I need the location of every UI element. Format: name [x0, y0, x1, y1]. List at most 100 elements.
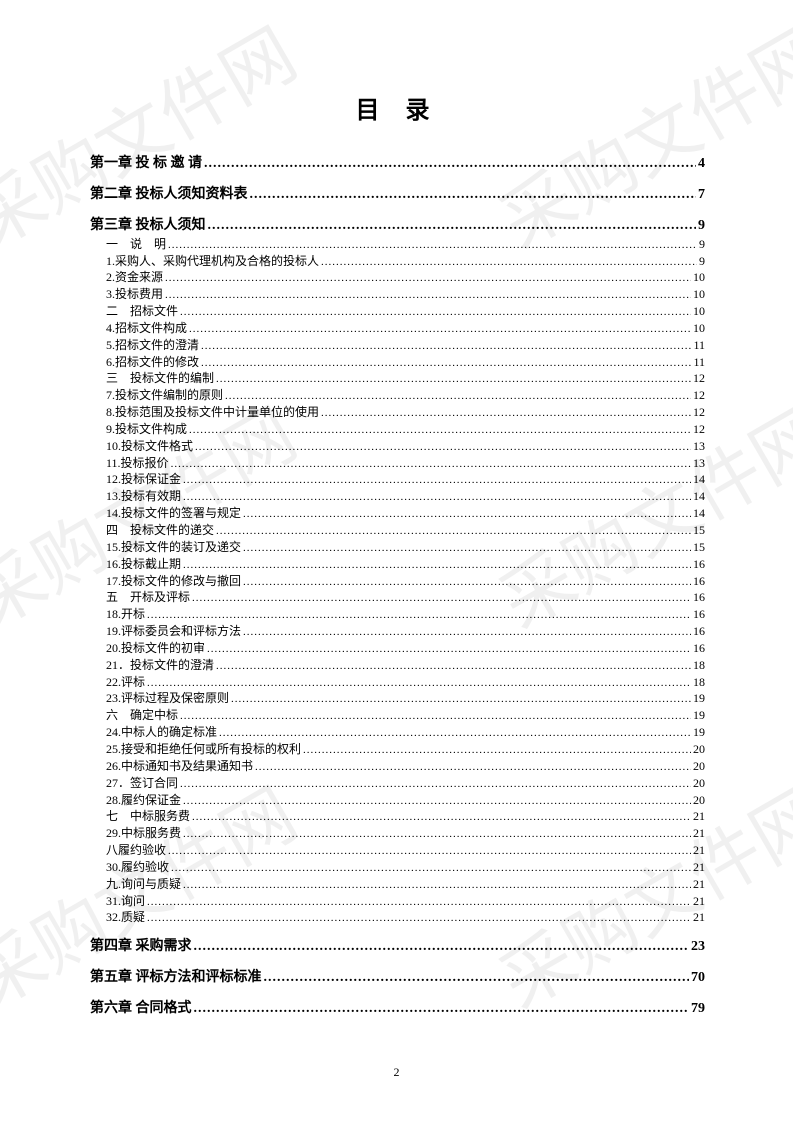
leader-dots: [216, 370, 691, 387]
leader-dots: [180, 775, 691, 792]
leader-dots: [231, 690, 691, 707]
sub-entry: 15.投标文件的装订及递交15: [90, 539, 705, 556]
leader-dots: [183, 825, 691, 842]
toc-list: 第一章 投 标 邀 请4第二章 投标人须知资料表7第三章 投标人须知9一 说 明…: [90, 155, 705, 1019]
sub-label: 28.履约保证金: [106, 792, 181, 808]
sub-entry: 27．签订合同20: [90, 775, 705, 792]
leader-dots: [147, 606, 691, 623]
sub-entry: 八履约验收 21: [90, 842, 705, 859]
sub-label: 25.接受和拒绝任何或所有投标的权利: [106, 741, 301, 757]
sub-label: 21．投标文件的澄清: [106, 657, 214, 673]
sub-page: 21: [693, 876, 705, 892]
sub-entry: 六 确定中标19: [90, 707, 705, 724]
sub-label: 24.中标人的确定标准: [106, 724, 217, 740]
leader-dots: [189, 421, 691, 438]
sub-page: 21: [693, 909, 705, 925]
chapter-page: 70: [691, 969, 705, 988]
leader-dots: [147, 909, 691, 926]
sub-label: 13.投标有效期: [106, 488, 181, 504]
leader-dots: [165, 269, 691, 286]
sub-label: 31.询问: [106, 893, 145, 909]
sub-label: 29.中标服务费: [106, 825, 181, 841]
sub-page: 21: [693, 842, 705, 858]
sub-page: 12: [693, 387, 705, 403]
leader-dots: [180, 707, 691, 724]
sub-entry: 21．投标文件的澄清18: [90, 657, 705, 674]
sub-label: 18.开标: [106, 606, 145, 622]
sub-page: 15: [693, 539, 705, 555]
chapter-entry: 第五章 评标方法和评标标准70: [90, 969, 705, 988]
sub-page: 16: [693, 623, 705, 639]
chapter-page: 79: [691, 1000, 705, 1019]
chapter-entry: 第六章 合同格式 79: [90, 1000, 705, 1019]
sub-entry: 17.投标文件的修改与撤回16: [90, 573, 705, 590]
sub-entry: 30.履约验收21: [90, 859, 705, 876]
leader-dots: [243, 539, 691, 556]
sub-entry: 19.评标委员会和评标方法16: [90, 623, 705, 640]
chapter-label: 第六章 合同格式: [90, 1000, 192, 1019]
sub-entry: 一 说 明9: [90, 236, 705, 253]
sub-entry: 22.评标18: [90, 674, 705, 691]
sub-label: 八履约验收: [106, 842, 166, 858]
chapter-page: 9: [698, 217, 705, 236]
leader-dots: [321, 404, 691, 421]
sub-entry: 20.投标文件的初审 16: [90, 640, 705, 657]
sub-label: 22.评标: [106, 674, 145, 690]
leader-dots: [165, 286, 691, 303]
leader-dots: [192, 589, 691, 606]
leader-dots: [216, 657, 691, 674]
sub-entry: 32.质疑21: [90, 909, 705, 926]
sub-entry: 12.投标保证金14: [90, 471, 705, 488]
sub-entry: 23.评标过程及保密原则19: [90, 690, 705, 707]
leader-dots: [204, 155, 696, 174]
sub-label: 7.投标文件编制的原则: [106, 387, 223, 403]
leader-dots: [147, 893, 691, 910]
sub-label: 11.投标报价: [106, 455, 169, 471]
sub-entry: 13.投标有效期 14: [90, 488, 705, 505]
sub-page: 14: [693, 471, 705, 487]
leader-dots: [243, 505, 691, 522]
leader-dots: [183, 556, 691, 573]
sub-entry: 25.接受和拒绝任何或所有投标的权利20: [90, 741, 705, 758]
sub-label: 六 确定中标: [106, 707, 178, 723]
sub-entry: 2.资金来源10: [90, 269, 705, 286]
sub-entry: 7.投标文件编制的原则 12: [90, 387, 705, 404]
leader-dots: [171, 455, 691, 472]
leader-dots: [201, 337, 691, 354]
sub-page: 14: [693, 488, 705, 504]
sub-label: 五 开标及评标: [106, 589, 190, 605]
sub-page: 16: [693, 640, 705, 656]
sub-label: 2.资金来源: [106, 269, 163, 285]
sub-entry: 26.中标通知书及结果通知书20: [90, 758, 705, 775]
sub-page: 21: [693, 808, 705, 824]
chapter-entry: 第一章 投 标 邀 请4: [90, 155, 705, 174]
sub-entry: 16.投标截止期16: [90, 556, 705, 573]
sub-page: 12: [693, 404, 705, 420]
page-number: 2: [0, 1065, 793, 1080]
sub-entry: 四 投标文件的递交 15: [90, 522, 705, 539]
leader-dots: [180, 303, 691, 320]
sub-entry: 28.履约保证金20: [90, 792, 705, 809]
sub-entry: 31.询问21: [90, 893, 705, 910]
sub-label: 四 投标文件的递交: [106, 522, 214, 538]
sub-page: 16: [693, 573, 705, 589]
sub-entry: 1.采购人、采购代理机构及合格的投标人9: [90, 253, 705, 270]
sub-label: 5.招标文件的澄清: [106, 337, 199, 353]
sub-page: 10: [693, 286, 705, 302]
chapter-entry: 第三章 投标人须知9: [90, 217, 705, 236]
leader-dots: [168, 842, 691, 859]
sub-label: 30.履约验收: [106, 859, 169, 875]
sub-label: 20.投标文件的初审: [106, 640, 205, 656]
sub-label: 3.投标费用: [106, 286, 163, 302]
sub-label: 二 招标文件: [106, 303, 178, 319]
sub-page: 15: [693, 522, 705, 538]
sub-entry: 二 招标文件10: [90, 303, 705, 320]
toc-container: 目 录 第一章 投 标 邀 请4第二章 投标人须知资料表7第三章 投标人须知9一…: [0, 0, 793, 1059]
sub-page: 12: [693, 421, 705, 437]
leader-dots: [183, 876, 691, 893]
sub-entry: 9.投标文件构成12: [90, 421, 705, 438]
sub-entry: 九.询问与质疑21: [90, 876, 705, 893]
leader-dots: [147, 674, 691, 691]
leader-dots: [183, 488, 691, 505]
sub-page: 19: [693, 690, 705, 706]
